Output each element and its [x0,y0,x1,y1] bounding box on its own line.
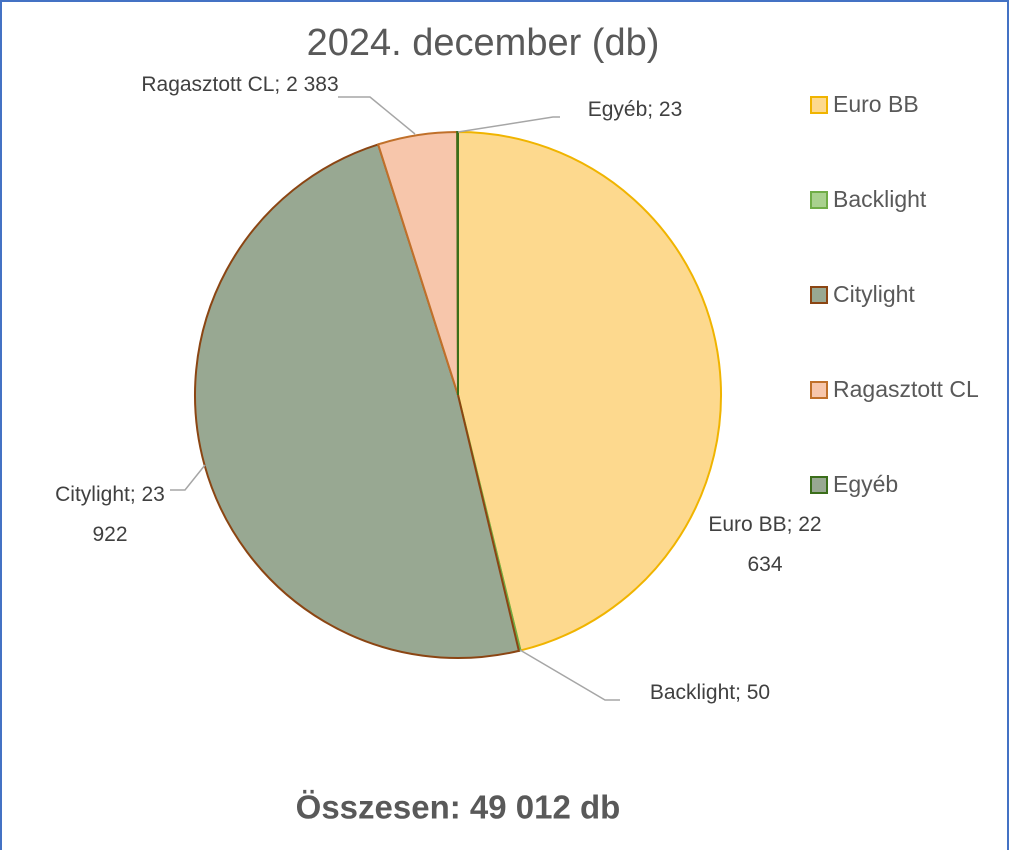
legend-swatch [810,191,828,209]
data-label: Ragasztott CL; 2 383 [141,73,339,96]
leader-line [338,96,416,135]
chart-title: 2024. december (db) [307,22,660,64]
footer: Összesen: 49 012 db [296,789,621,826]
pie-slice [457,130,722,652]
leader-line [457,116,560,133]
data-label: Egyéb; 23 [587,98,683,121]
legend-label: Ragasztott CL [833,376,979,402]
legend-swatch [810,286,828,304]
legend-swatch [810,381,828,399]
legend-swatch [810,476,828,494]
data-label: Citylight; 23 922 [55,483,165,546]
leader-line [519,649,620,701]
data-label: Euro BB; 22 634 [708,513,822,576]
legend-label: Citylight [833,281,915,307]
legend-label: Egyéb [833,471,898,497]
data-label: Backlight; 50 [649,681,771,704]
legend-label: Euro BB [833,91,919,117]
leader-line [170,464,206,491]
pie-slice [456,130,459,396]
legend-swatch [810,96,828,114]
legend-label: Backlight [833,186,927,212]
